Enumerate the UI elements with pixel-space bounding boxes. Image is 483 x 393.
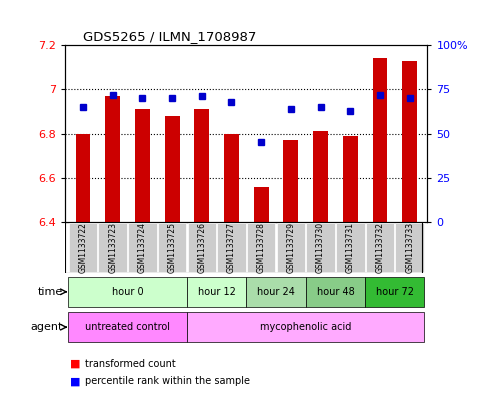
- Bar: [68, 312, 187, 342]
- Text: time: time: [38, 287, 63, 297]
- Bar: [99, 223, 127, 272]
- Text: GSM1133722: GSM1133722: [79, 222, 87, 273]
- Bar: [284, 140, 298, 222]
- Bar: [306, 277, 365, 307]
- Bar: [194, 109, 209, 222]
- Bar: [365, 277, 425, 307]
- Bar: [246, 277, 306, 307]
- Text: GSM1133732: GSM1133732: [375, 222, 384, 273]
- Text: hour 0: hour 0: [112, 287, 143, 297]
- Text: hour 12: hour 12: [198, 287, 236, 297]
- Bar: [396, 223, 424, 272]
- Text: GSM1133729: GSM1133729: [286, 222, 296, 273]
- Text: hour 24: hour 24: [257, 287, 295, 297]
- Bar: [105, 96, 120, 222]
- Text: GSM1133730: GSM1133730: [316, 222, 325, 273]
- Bar: [187, 277, 246, 307]
- Bar: [402, 61, 417, 222]
- Text: GSM1133727: GSM1133727: [227, 222, 236, 273]
- Bar: [372, 59, 387, 222]
- Bar: [247, 223, 275, 272]
- Text: GSM1133724: GSM1133724: [138, 222, 147, 273]
- Bar: [313, 131, 328, 222]
- Bar: [165, 116, 180, 222]
- Text: ■: ■: [70, 358, 81, 369]
- Bar: [277, 223, 305, 272]
- Text: GDS5265 / ILMN_1708987: GDS5265 / ILMN_1708987: [84, 29, 256, 42]
- Text: GSM1133725: GSM1133725: [168, 222, 177, 273]
- Text: GSM1133726: GSM1133726: [197, 222, 206, 273]
- Bar: [187, 223, 216, 272]
- Text: untreated control: untreated control: [85, 322, 170, 332]
- Bar: [68, 277, 187, 307]
- Bar: [343, 136, 358, 222]
- Bar: [254, 187, 269, 222]
- Text: ■: ■: [70, 376, 81, 386]
- Text: GSM1133731: GSM1133731: [346, 222, 355, 273]
- Text: percentile rank within the sample: percentile rank within the sample: [85, 376, 250, 386]
- Bar: [135, 109, 150, 222]
- Text: GSM1133728: GSM1133728: [256, 222, 266, 273]
- Text: transformed count: transformed count: [85, 358, 175, 369]
- Bar: [366, 223, 394, 272]
- Bar: [158, 223, 186, 272]
- Text: GSM1133723: GSM1133723: [108, 222, 117, 273]
- Bar: [217, 223, 246, 272]
- Text: GSM1133733: GSM1133733: [405, 222, 414, 273]
- Text: hour 72: hour 72: [376, 287, 414, 297]
- Bar: [224, 134, 239, 222]
- Bar: [187, 312, 425, 342]
- Text: agent: agent: [30, 322, 63, 332]
- Text: hour 48: hour 48: [316, 287, 355, 297]
- Bar: [69, 223, 97, 272]
- Bar: [76, 134, 90, 222]
- Bar: [306, 223, 335, 272]
- Bar: [128, 223, 156, 272]
- Text: mycophenolic acid: mycophenolic acid: [260, 322, 352, 332]
- Bar: [336, 223, 365, 272]
